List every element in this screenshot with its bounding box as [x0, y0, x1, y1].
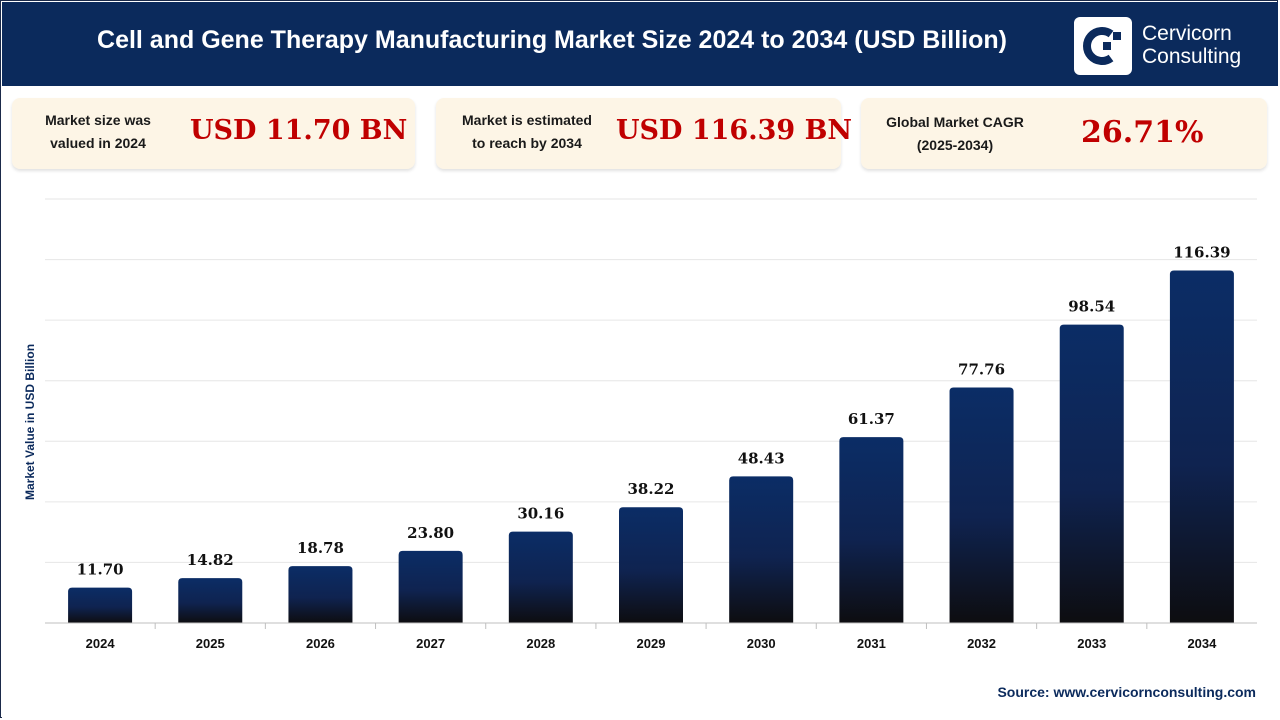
x-tick-label-2024: 2024	[86, 636, 116, 651]
chart-title: Cell and Gene Therapy Manufacturing Mark…	[97, 26, 1007, 54]
stat-card-2024-size: Market size was valued in 2024 USD 11.70…	[12, 98, 415, 169]
bar-2025	[178, 578, 243, 623]
stat-card-label-line1: Global Market CAGR	[886, 114, 1024, 130]
stat-card-value: USD 116.39 BN	[616, 115, 853, 146]
x-tick-label-2033: 2033	[1077, 636, 1106, 651]
x-tick-label-2032: 2032	[967, 636, 996, 651]
y-axis-label: Market Value in USD Billion	[23, 344, 37, 500]
logo-mark-icon	[1074, 17, 1132, 75]
value-label-2026: 18.78	[297, 539, 344, 557]
value-label-2031: 61.37	[848, 410, 895, 428]
value-label-2034: 116.39	[1173, 244, 1230, 262]
chart-x-axis: 2024 2025 2026 2027 2028 2029 2030 2031 2032 2033…	[45, 622, 1257, 651]
source-note: Source: www.cervicornconsulting.com	[997, 684, 1256, 700]
x-tick-label-2025: 2025	[196, 636, 225, 651]
bar-2026	[288, 566, 353, 623]
value-label-2029: 38.22	[628, 480, 675, 498]
stat-card-label-line2: (2025-2034)	[916, 137, 994, 153]
bar-2024	[68, 587, 133, 623]
stat-card-label-line2: to reach by 2034	[472, 135, 582, 151]
chart-bars	[68, 270, 1234, 623]
bar-2032	[949, 387, 1014, 623]
bar-2034	[1169, 270, 1234, 623]
x-tick-label-2027: 2027	[416, 636, 445, 651]
stat-card-cagr: Global Market CAGR (2025-2034) 26.71%	[861, 98, 1267, 169]
value-label-2025: 14.82	[187, 551, 234, 569]
logo-line-2: Consulting	[1142, 45, 1242, 68]
x-tick-label-2030: 2030	[747, 636, 776, 651]
value-label-2028: 30.16	[517, 505, 564, 523]
value-label-2030: 48.43	[738, 449, 785, 467]
stat-card-label: Global Market CAGR (2025-2034)	[879, 111, 1031, 157]
x-tick-label-2028: 2028	[526, 636, 555, 651]
bar-chart: 11.70 14.82 18.78 23.80 30.16 38.22 48.43 61.37…	[23, 198, 1257, 651]
header-bar: Cell and Gene Therapy Manufacturing Mark…	[2, 2, 1278, 86]
stat-card-label-line1: Market is estimated	[462, 112, 592, 128]
value-label-2027: 23.80	[407, 524, 454, 542]
logo-line-1: Cervicorn	[1142, 22, 1232, 45]
chart-value-labels: 11.70 14.82 18.78 23.80 30.16 38.22 48.43 61.37…	[77, 244, 1231, 579]
stat-card-value: 26.71%	[1081, 115, 1204, 150]
stat-card-label: Market is estimated to reach by 2034	[444, 109, 610, 155]
value-label-2024: 11.70	[77, 561, 124, 579]
stat-card-label-line1: Market size was	[45, 112, 151, 128]
x-tick-label-2029: 2029	[637, 636, 666, 651]
logo-wordmark: Cervicorn Consulting	[1142, 22, 1241, 68]
value-label-2033: 98.54	[1068, 298, 1115, 316]
bar-2029	[619, 507, 683, 623]
stat-card-label-line2: valued in 2024	[50, 135, 146, 151]
stat-card-value: USD 11.70 BN	[190, 115, 408, 146]
x-tick-label-2031: 2031	[857, 636, 886, 651]
x-tick-label-2034: 2034	[1187, 636, 1217, 651]
x-tick-label-2026: 2026	[306, 636, 335, 651]
content-panel: Market size was valued in 2024 USD 11.70…	[2, 86, 1278, 718]
bar-2033	[1059, 324, 1124, 623]
bar-2027	[398, 550, 463, 623]
stat-card-label: Market size was valued in 2024	[26, 109, 170, 155]
bar-2028	[508, 531, 573, 623]
stat-card-2034-forecast: Market is estimated to reach by 2034 USD…	[436, 98, 852, 169]
bar-2031	[839, 437, 904, 623]
bar-2030	[729, 476, 794, 623]
value-label-2032: 77.76	[958, 360, 1005, 378]
